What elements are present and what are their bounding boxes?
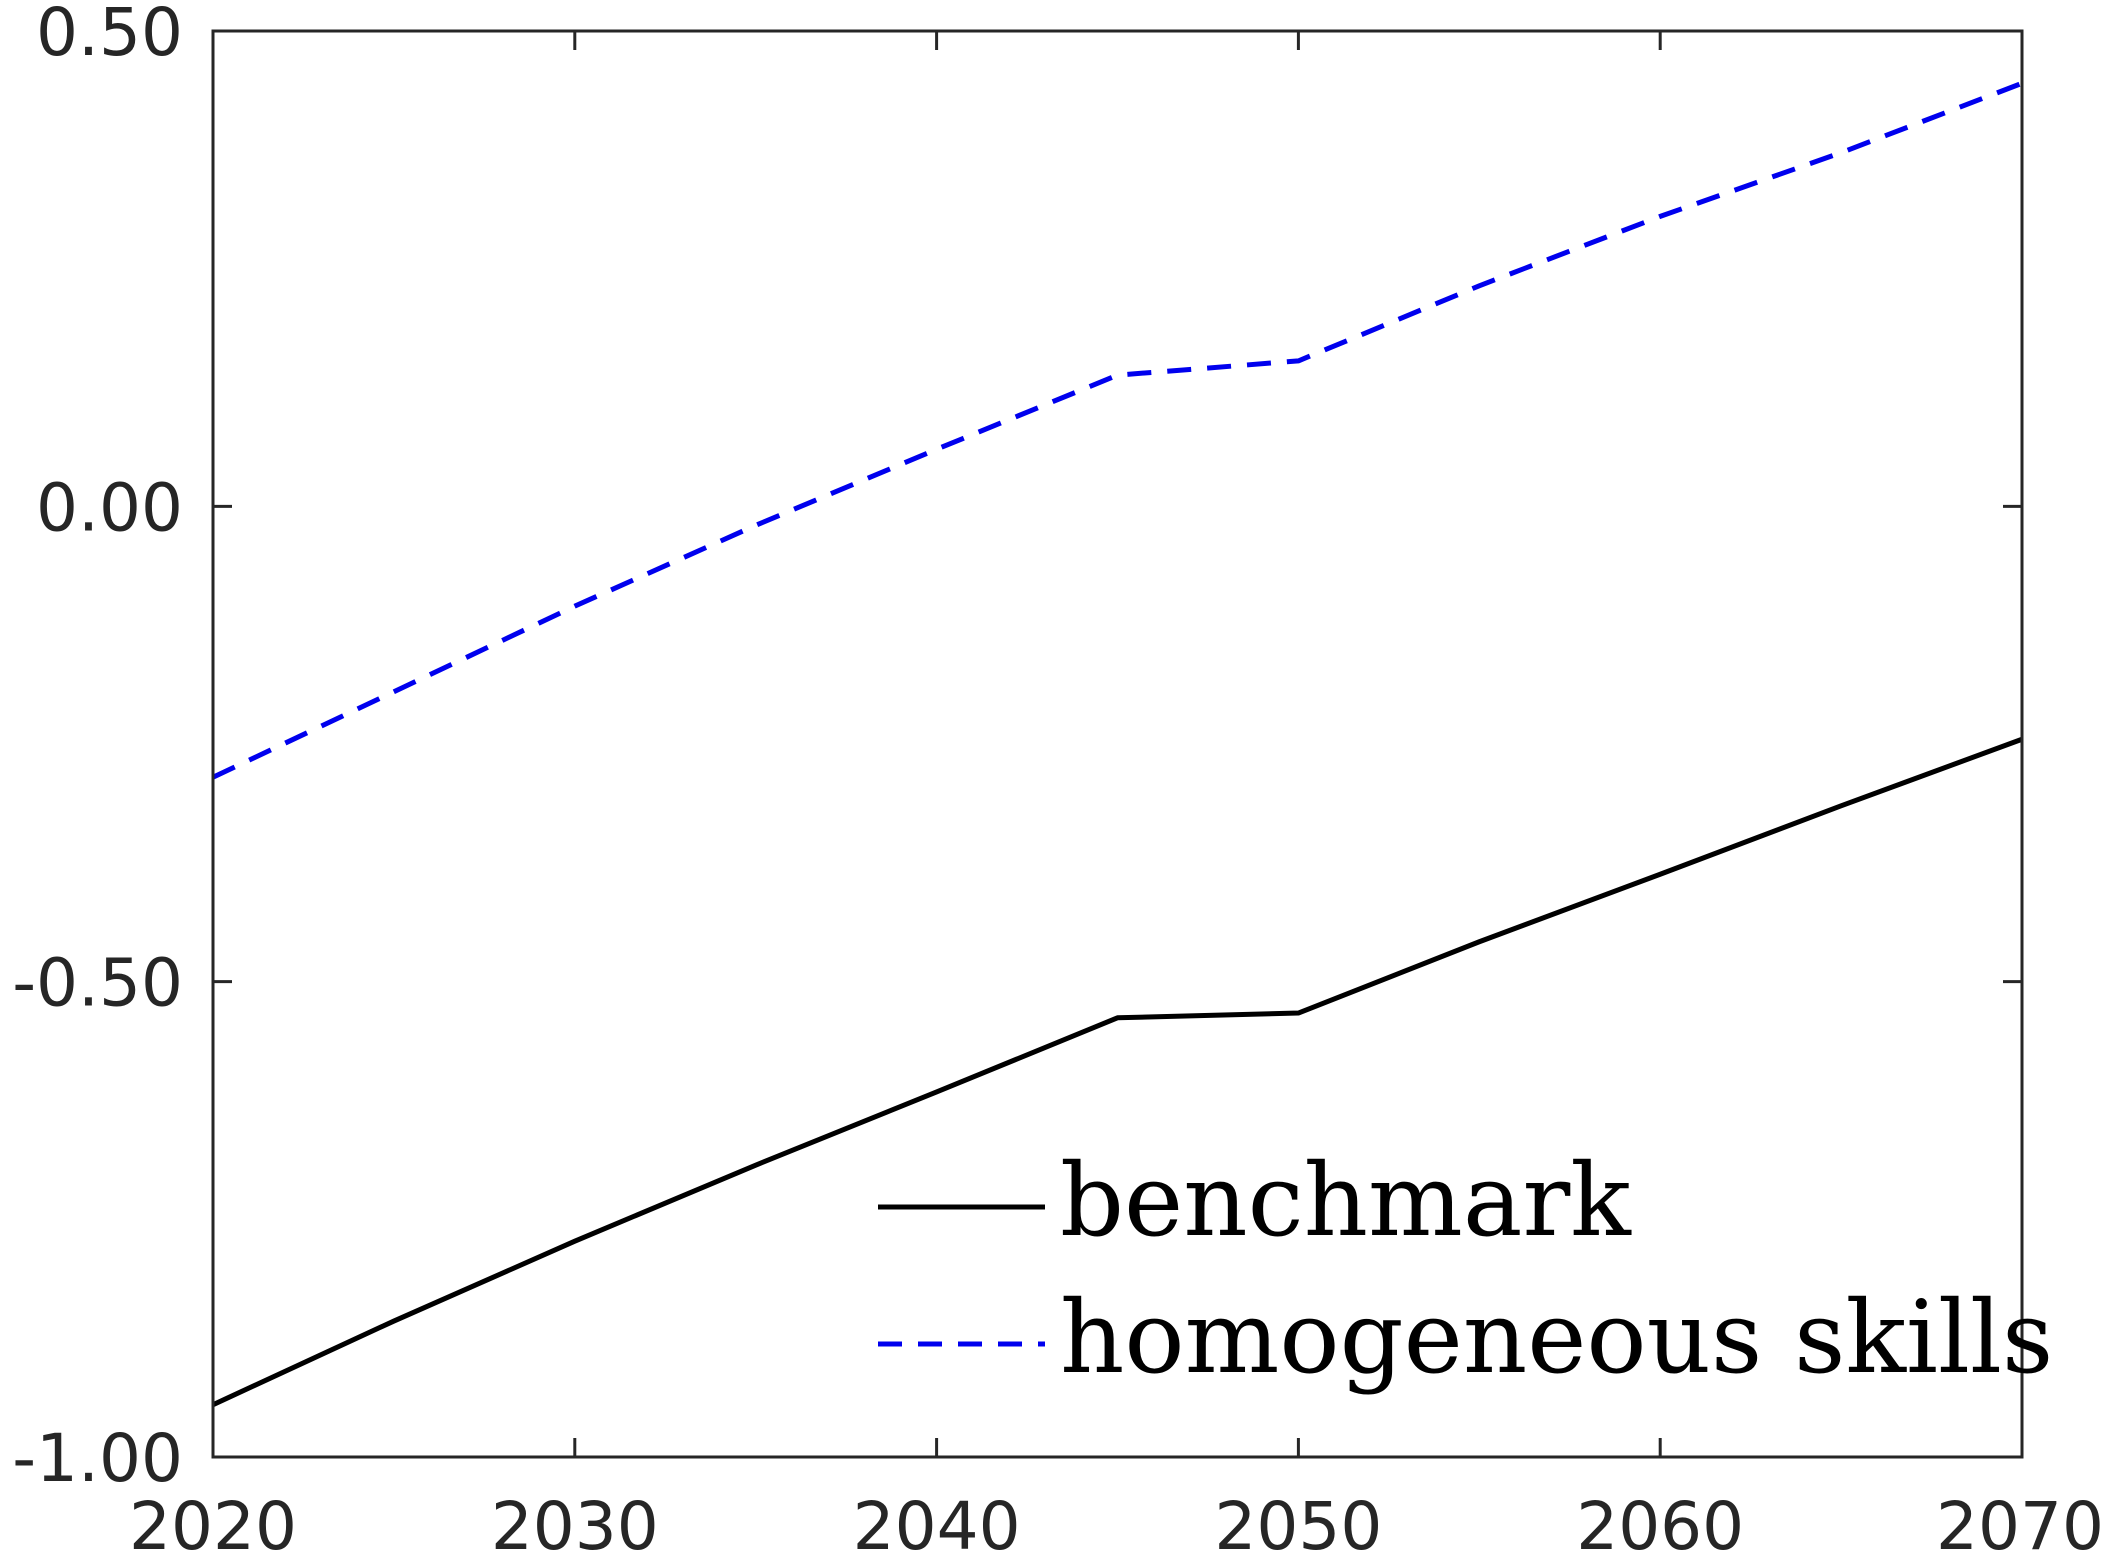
legend-label-1: benchmark: [1060, 1142, 1632, 1259]
y-tick-label: -1.00: [12, 1420, 183, 1497]
y-tick-label: 0.00: [36, 469, 183, 546]
x-tick-label: 2050: [1214, 1488, 1382, 1554]
axes-box: [211, 29, 2024, 1459]
legend: benchmark homogeneous skills: [878, 1142, 2053, 1396]
x-tick-label: 2040: [853, 1488, 1021, 1554]
x-tick-label: 2070: [1936, 1488, 2104, 1554]
ticks-layer: 2020 2030 2040 2050 2060 2070 -1.00 -0.50 0.00 0.…: [12, 0, 2104, 1554]
y-tick-label: 0.50: [36, 0, 183, 71]
x-tick-label: 2020: [129, 1488, 297, 1554]
legend-label-2: homogeneous skills: [1060, 1279, 2053, 1396]
x-tick-label: 2060: [1576, 1488, 1744, 1554]
x-tick-label: 2030: [491, 1488, 659, 1554]
series-line-2: [211, 80, 2023, 780]
y-tick-label: -0.50: [12, 945, 183, 1022]
